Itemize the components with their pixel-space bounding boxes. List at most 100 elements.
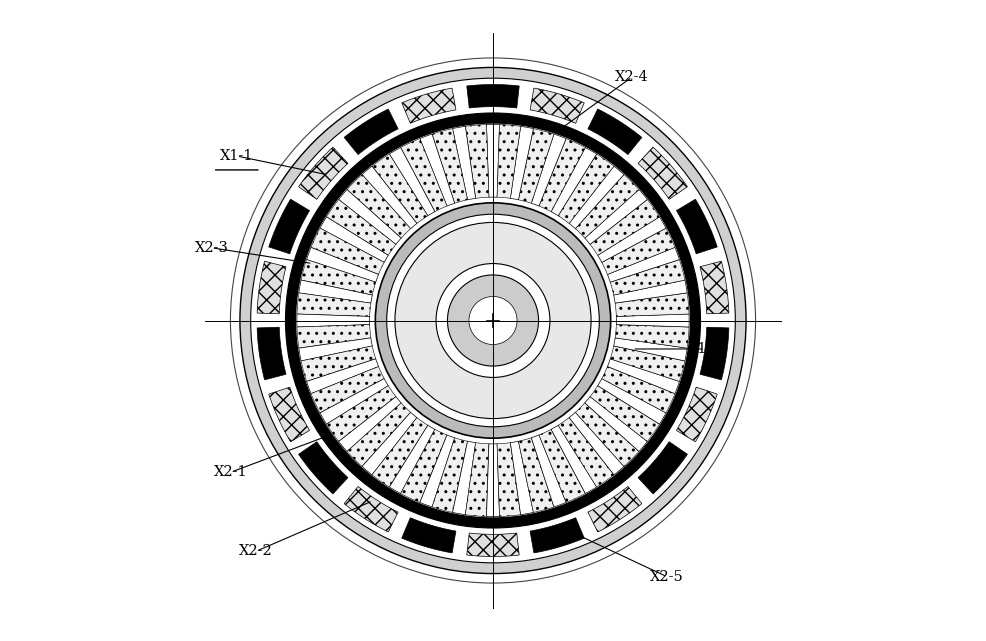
Polygon shape xyxy=(615,293,689,317)
Polygon shape xyxy=(257,261,286,314)
Polygon shape xyxy=(307,359,379,394)
Polygon shape xyxy=(607,359,679,394)
Polygon shape xyxy=(466,85,520,108)
Polygon shape xyxy=(420,134,455,206)
Polygon shape xyxy=(588,487,642,532)
Polygon shape xyxy=(511,441,533,515)
Polygon shape xyxy=(638,147,687,199)
Polygon shape xyxy=(519,129,554,203)
Polygon shape xyxy=(676,387,717,442)
Polygon shape xyxy=(590,386,660,442)
Polygon shape xyxy=(401,518,456,553)
Polygon shape xyxy=(257,327,286,380)
Polygon shape xyxy=(531,134,566,206)
Polygon shape xyxy=(326,199,396,255)
Polygon shape xyxy=(486,444,500,517)
Polygon shape xyxy=(610,260,685,295)
Polygon shape xyxy=(585,397,648,451)
Polygon shape xyxy=(569,412,624,475)
Polygon shape xyxy=(347,403,410,467)
Polygon shape xyxy=(269,199,310,254)
Polygon shape xyxy=(400,429,447,503)
Polygon shape xyxy=(530,518,585,553)
Polygon shape xyxy=(497,124,521,198)
Polygon shape xyxy=(269,387,310,442)
Polygon shape xyxy=(344,109,398,154)
Polygon shape xyxy=(558,417,614,487)
Text: X2-2: X2-2 xyxy=(239,544,272,558)
Polygon shape xyxy=(615,324,689,348)
Polygon shape xyxy=(297,314,370,327)
Polygon shape xyxy=(569,166,624,229)
Circle shape xyxy=(250,78,736,563)
Circle shape xyxy=(395,222,591,419)
Polygon shape xyxy=(700,261,729,314)
Polygon shape xyxy=(551,147,597,216)
Polygon shape xyxy=(576,403,639,467)
Polygon shape xyxy=(320,217,388,262)
Circle shape xyxy=(231,58,755,583)
Polygon shape xyxy=(301,260,376,295)
Polygon shape xyxy=(558,154,614,224)
Polygon shape xyxy=(539,429,586,503)
Polygon shape xyxy=(700,327,729,380)
Polygon shape xyxy=(530,88,585,123)
Polygon shape xyxy=(601,228,675,274)
Polygon shape xyxy=(320,379,388,424)
Polygon shape xyxy=(585,190,648,244)
Polygon shape xyxy=(497,443,521,517)
Polygon shape xyxy=(511,126,533,200)
Polygon shape xyxy=(338,397,401,451)
Polygon shape xyxy=(466,533,520,556)
Polygon shape xyxy=(362,166,417,229)
Polygon shape xyxy=(432,129,467,203)
Polygon shape xyxy=(551,425,597,494)
Polygon shape xyxy=(598,379,666,424)
Polygon shape xyxy=(400,138,447,212)
Polygon shape xyxy=(311,228,385,274)
Circle shape xyxy=(286,113,700,528)
Polygon shape xyxy=(301,346,376,381)
Polygon shape xyxy=(420,435,455,507)
Polygon shape xyxy=(299,338,373,361)
Polygon shape xyxy=(465,124,489,198)
Polygon shape xyxy=(601,367,675,413)
Polygon shape xyxy=(531,435,566,507)
Polygon shape xyxy=(401,88,456,123)
Text: X2-3: X2-3 xyxy=(194,241,229,254)
Polygon shape xyxy=(297,324,371,348)
Polygon shape xyxy=(389,147,435,216)
Polygon shape xyxy=(307,247,379,282)
Polygon shape xyxy=(326,386,396,442)
Polygon shape xyxy=(299,442,348,494)
Polygon shape xyxy=(338,190,401,244)
Polygon shape xyxy=(389,425,435,494)
Polygon shape xyxy=(297,293,371,317)
Polygon shape xyxy=(613,338,687,361)
Polygon shape xyxy=(607,247,679,282)
Polygon shape xyxy=(519,438,554,512)
Text: X1-1: X1-1 xyxy=(220,149,253,163)
Polygon shape xyxy=(590,199,660,255)
Polygon shape xyxy=(576,174,639,238)
Polygon shape xyxy=(539,138,586,212)
Polygon shape xyxy=(362,412,417,475)
Circle shape xyxy=(296,123,690,518)
Polygon shape xyxy=(299,280,373,303)
Circle shape xyxy=(436,263,550,378)
Circle shape xyxy=(469,296,517,345)
Circle shape xyxy=(387,214,599,427)
Polygon shape xyxy=(347,174,410,238)
Polygon shape xyxy=(638,442,687,494)
Polygon shape xyxy=(588,109,642,154)
Polygon shape xyxy=(610,346,685,381)
Polygon shape xyxy=(432,438,467,512)
Polygon shape xyxy=(372,417,428,487)
Polygon shape xyxy=(453,441,475,515)
Polygon shape xyxy=(465,443,489,517)
Circle shape xyxy=(240,67,746,574)
Polygon shape xyxy=(453,126,475,200)
Polygon shape xyxy=(616,314,689,327)
Text: X2-1: X2-1 xyxy=(214,465,247,479)
Text: X1-2: X1-2 xyxy=(688,342,722,356)
